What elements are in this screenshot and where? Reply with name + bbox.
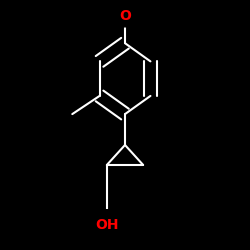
Circle shape bbox=[92, 210, 122, 240]
Text: O: O bbox=[119, 9, 131, 23]
Circle shape bbox=[114, 5, 136, 27]
Text: OH: OH bbox=[95, 218, 118, 232]
